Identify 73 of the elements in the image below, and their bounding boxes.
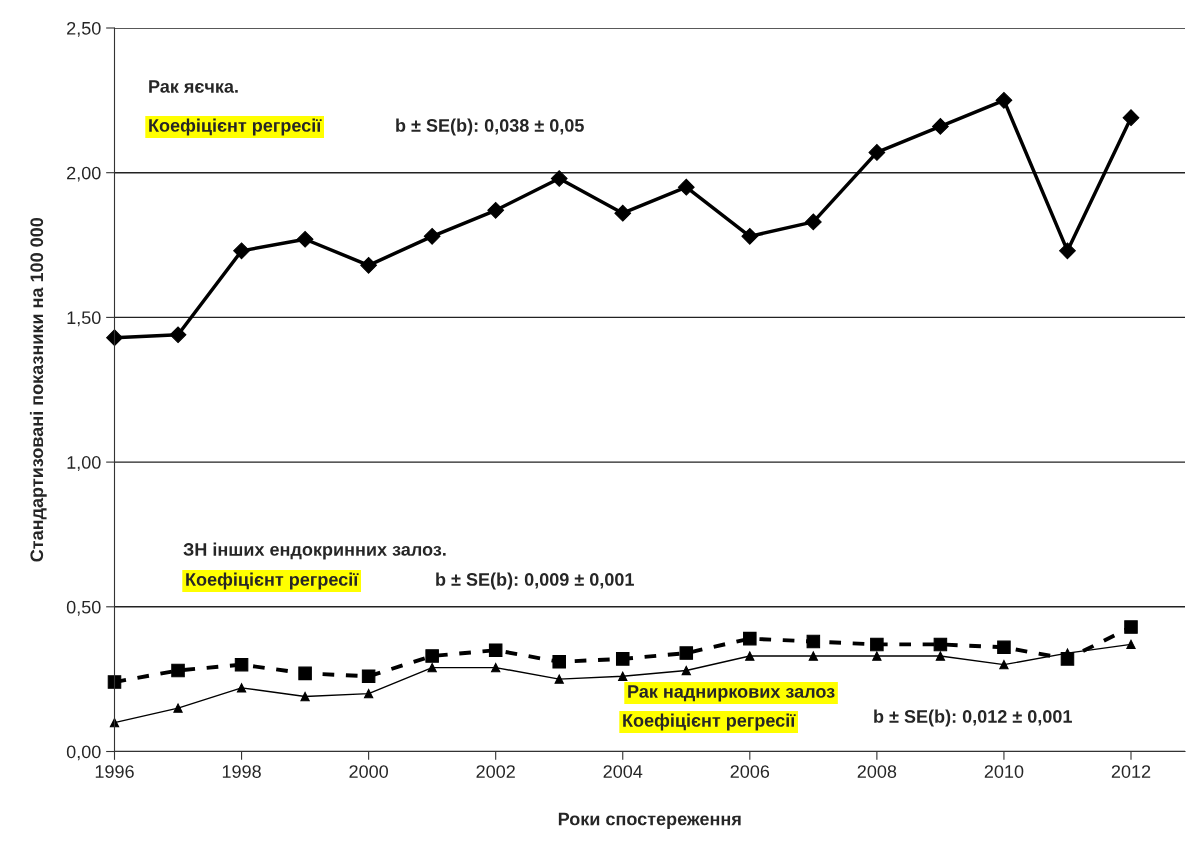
point	[300, 691, 310, 702]
point	[487, 201, 505, 219]
point	[363, 688, 374, 699]
point	[679, 646, 694, 660]
point	[550, 170, 568, 187]
point	[234, 657, 249, 672]
y-tick-label: 0,50	[66, 600, 101, 616]
point	[233, 242, 250, 260]
point	[554, 674, 564, 684]
point	[868, 144, 886, 161]
point	[681, 665, 691, 676]
point	[423, 227, 441, 245]
annotation: b ± SE(b): 0,009 ± 0,001	[436, 572, 634, 590]
annotation: b ± SE(b): 0,038 ± 0,05	[396, 118, 584, 136]
point	[296, 230, 314, 248]
point	[933, 637, 948, 652]
point	[999, 659, 1009, 670]
point	[171, 663, 185, 678]
point	[935, 651, 946, 661]
point	[1122, 109, 1140, 127]
x-tick-label: 1998	[222, 765, 261, 778]
point	[173, 703, 183, 713]
point	[1126, 639, 1136, 650]
point	[995, 91, 1013, 109]
point	[741, 227, 759, 245]
point	[552, 655, 566, 669]
point	[872, 651, 882, 661]
point	[360, 256, 377, 274]
y-tick-label: 0,00	[66, 745, 101, 761]
point	[806, 634, 821, 649]
x-axis-title: Роки спостереження	[558, 812, 741, 829]
point	[618, 671, 628, 681]
y-tick-label: 2,00	[67, 166, 101, 182]
point	[997, 640, 1011, 655]
point	[491, 662, 501, 673]
point	[804, 213, 822, 231]
point	[488, 643, 503, 657]
annotation: Рак надниркових залоз	[628, 685, 835, 702]
x-tick-label: 2004	[603, 765, 643, 778]
x-tick-label: 2000	[349, 765, 388, 778]
x-tick-label: 2010	[984, 765, 1024, 778]
x-tick-label: 2002	[476, 765, 515, 778]
point	[870, 637, 884, 652]
y-tick-label: 1,00	[67, 456, 101, 471]
point	[427, 662, 437, 673]
point	[1124, 620, 1138, 634]
x-tick-label: 1996	[95, 765, 134, 778]
point	[1059, 242, 1076, 260]
point	[932, 118, 949, 135]
x-tick-label: 2012	[1111, 765, 1151, 778]
point	[298, 666, 312, 681]
point	[745, 651, 755, 661]
point	[169, 326, 187, 344]
point	[236, 683, 247, 693]
annotation: Коефіцієнт регресії	[623, 713, 796, 731]
x-tick-label: 2006	[730, 765, 770, 778]
point	[614, 204, 632, 222]
annotation: b ± SE(b): 0,012 ± 0,001	[874, 709, 1072, 727]
annotation: Коефіцієнт регресії	[149, 118, 322, 136]
x-tick-label: 2008	[857, 765, 897, 778]
point	[677, 178, 695, 196]
annotation: Рак яєчка.	[149, 80, 238, 93]
y-axis-title: Стандартизовані показники на 100 000	[29, 217, 47, 562]
annotation: ЗН інших ендокринних залоз.	[183, 542, 446, 560]
y-tick-label: 1,50	[67, 311, 101, 327]
annotation: Коефіцієнт регресії	[186, 572, 359, 590]
point	[361, 669, 376, 684]
point	[615, 652, 630, 666]
point	[107, 675, 122, 689]
y-tick-label: 2,50	[67, 21, 101, 37]
point	[425, 649, 439, 663]
point	[743, 631, 757, 646]
point	[808, 651, 819, 661]
